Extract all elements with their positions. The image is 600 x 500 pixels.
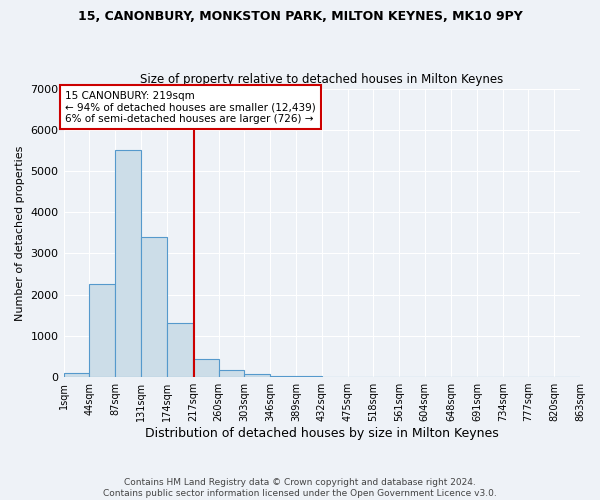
Text: Contains HM Land Registry data © Crown copyright and database right 2024.
Contai: Contains HM Land Registry data © Crown c… — [103, 478, 497, 498]
Bar — [167, 324, 193, 377]
Bar — [270, 376, 296, 377]
Bar — [89, 284, 115, 377]
Title: Size of property relative to detached houses in Milton Keynes: Size of property relative to detached ho… — [140, 73, 503, 86]
Bar — [244, 374, 270, 377]
X-axis label: Distribution of detached houses by size in Milton Keynes: Distribution of detached houses by size … — [145, 427, 499, 440]
Bar — [115, 150, 142, 377]
Bar — [296, 376, 322, 377]
Y-axis label: Number of detached properties: Number of detached properties — [15, 145, 25, 320]
Bar — [142, 237, 167, 377]
Bar — [219, 370, 244, 377]
Text: 15 CANONBURY: 219sqm
← 94% of detached houses are smaller (12,439)
6% of semi-de: 15 CANONBURY: 219sqm ← 94% of detached h… — [65, 90, 316, 124]
Bar — [193, 360, 219, 377]
Text: 15, CANONBURY, MONKSTON PARK, MILTON KEYNES, MK10 9PY: 15, CANONBURY, MONKSTON PARK, MILTON KEY… — [77, 10, 523, 23]
Bar — [64, 373, 89, 377]
